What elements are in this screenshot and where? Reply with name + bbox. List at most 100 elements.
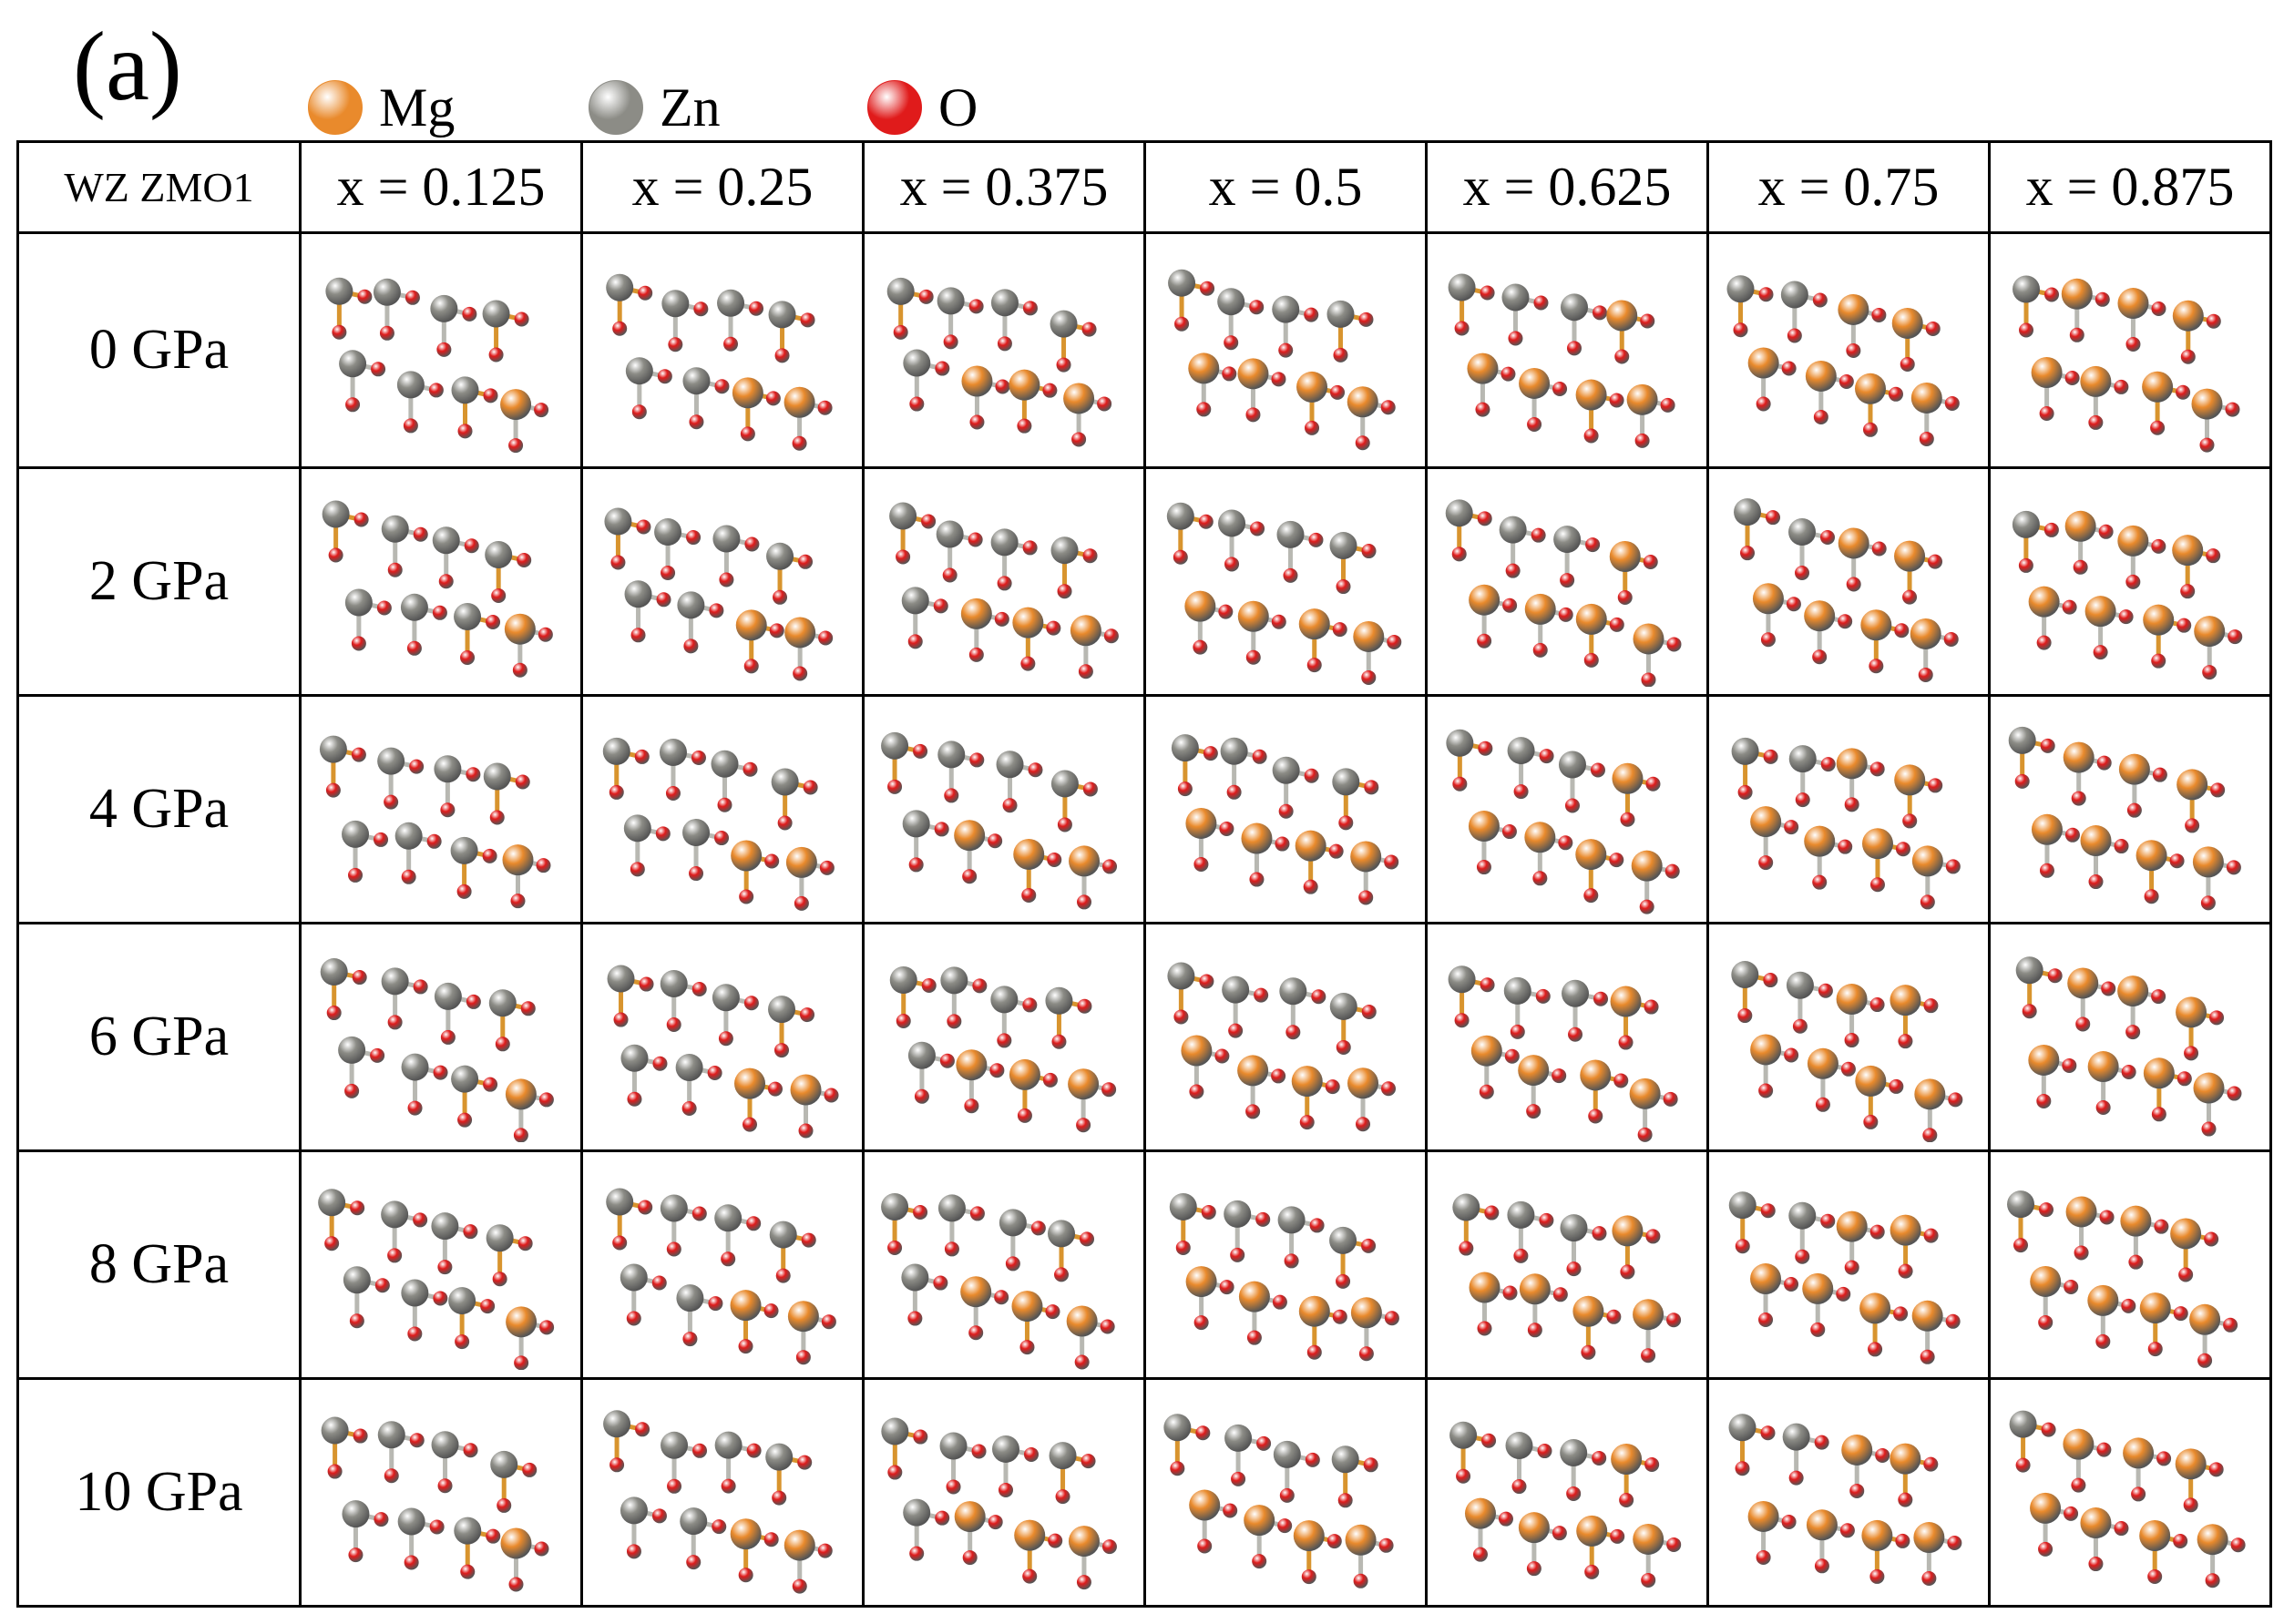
o-atom: [1306, 1344, 1322, 1360]
mg-atom: [2191, 388, 2223, 420]
o-atom: [406, 640, 422, 656]
o-atom: [510, 893, 526, 908]
mg-atom: [1633, 1523, 1664, 1555]
o-atom: [1042, 1072, 1058, 1088]
o-atom: [1786, 596, 1801, 611]
o-atom: [2152, 767, 2167, 782]
o-atom: [1820, 756, 1836, 771]
o-atom: [2013, 1237, 2029, 1252]
o-atom: [1552, 381, 1568, 396]
zn-atom: [901, 1263, 929, 1292]
o-atom: [1330, 384, 1346, 400]
structure-cell: [1425, 922, 1709, 1152]
o-atom: [463, 1223, 478, 1239]
row-header: 10 GPa: [16, 1377, 302, 1608]
structure-cell: [1706, 1149, 1991, 1380]
zn-atom: [660, 1193, 688, 1221]
header-row: WZ ZMO1 x = 0.125 x = 0.25 x = 0.375 x = 0.5…: [16, 140, 2272, 234]
legend-item-zn: Zn: [589, 80, 721, 135]
o-atom: [1047, 852, 1062, 867]
mg-atom: [1464, 1497, 1496, 1529]
o-atom: [1456, 1468, 1471, 1484]
mg-atom: [1802, 1272, 1834, 1304]
mg-atom: [1838, 526, 1869, 558]
o-atom: [2038, 1541, 2054, 1557]
o-atom: [774, 1042, 790, 1057]
o-atom: [1666, 1312, 1682, 1327]
mg-atom: [1350, 840, 1382, 872]
o-atom: [714, 378, 730, 393]
o-atom: [2180, 583, 2196, 598]
o-atom: [348, 1547, 364, 1562]
o-atom: [1249, 299, 1265, 314]
o-atom: [968, 531, 983, 546]
zn-atom: [1169, 1192, 1197, 1221]
o-atom: [2151, 653, 2166, 669]
structure-cell: [1988, 231, 2272, 469]
mg-atom: [1609, 540, 1641, 572]
o-atom: [2183, 1496, 2198, 1512]
mg-atom: [1524, 821, 1556, 853]
mg-atom: [1747, 1500, 1779, 1532]
o-atom: [1898, 1033, 1913, 1048]
zn-atom: [1163, 1413, 1192, 1441]
o-atom: [943, 333, 958, 349]
o-atom: [971, 1443, 987, 1458]
mg-atom: [1518, 1511, 1550, 1543]
o-atom: [1020, 656, 1036, 671]
zn-atom: [486, 1223, 514, 1251]
zn-atom: [999, 1208, 1027, 1236]
crystal-structure: [1731, 737, 1961, 909]
o-atom: [1199, 973, 1214, 988]
o-atom: [1758, 286, 1774, 301]
o-atom: [794, 895, 809, 911]
o-atom: [2093, 644, 2108, 659]
o-atom: [683, 638, 699, 653]
o-atom: [1170, 1460, 1185, 1476]
mg-atom: [1629, 1078, 1661, 1109]
o-atom: [374, 1277, 390, 1292]
crystal-structure: [1446, 729, 1680, 914]
pressure-row: 0 GPa: [16, 231, 2272, 469]
zn-atom: [1788, 517, 1817, 546]
mg-atom: [1633, 1298, 1664, 1330]
zn-atom: [654, 517, 682, 546]
o-atom: [2101, 980, 2116, 996]
o-atom: [483, 387, 498, 403]
structure-cell: [1143, 1377, 1428, 1608]
o-atom: [1921, 1570, 1937, 1586]
mg-atom: [961, 364, 993, 396]
zn-atom: [434, 754, 462, 782]
mg-atom: [1575, 838, 1607, 870]
mg-atom: [1747, 347, 1779, 379]
structure-cell: [1143, 466, 1428, 697]
o-atom: [686, 529, 702, 545]
o-atom: [913, 743, 928, 759]
structure-cell: [1425, 1149, 1709, 1380]
o-atom: [1228, 1023, 1244, 1038]
zn-atom: [1218, 508, 1246, 536]
o-atom: [1051, 1034, 1067, 1049]
o-atom: [404, 1554, 419, 1569]
o-atom: [1756, 396, 1771, 412]
o-atom: [1381, 1080, 1397, 1096]
mg-atom: [1012, 607, 1044, 638]
o-atom: [2015, 1457, 2031, 1473]
o-atom: [2041, 1422, 2056, 1437]
column-header: x = 0.5: [1143, 140, 1428, 234]
o-atom: [1566, 340, 1582, 355]
mg-atom: [1611, 1443, 1643, 1475]
o-atom: [1475, 402, 1490, 417]
o-atom: [1218, 604, 1234, 619]
o-atom: [988, 1514, 1003, 1529]
zn-atom: [320, 957, 348, 986]
zn-atom: [397, 1507, 425, 1535]
zn-atom: [2013, 274, 2041, 302]
zn-atom: [344, 587, 373, 616]
mg-atom: [1347, 1067, 1379, 1098]
o-atom: [2125, 1024, 2141, 1039]
zn-atom: [431, 1430, 459, 1458]
o-atom: [463, 1442, 478, 1457]
o-atom: [1781, 361, 1797, 376]
o-atom: [489, 809, 505, 824]
